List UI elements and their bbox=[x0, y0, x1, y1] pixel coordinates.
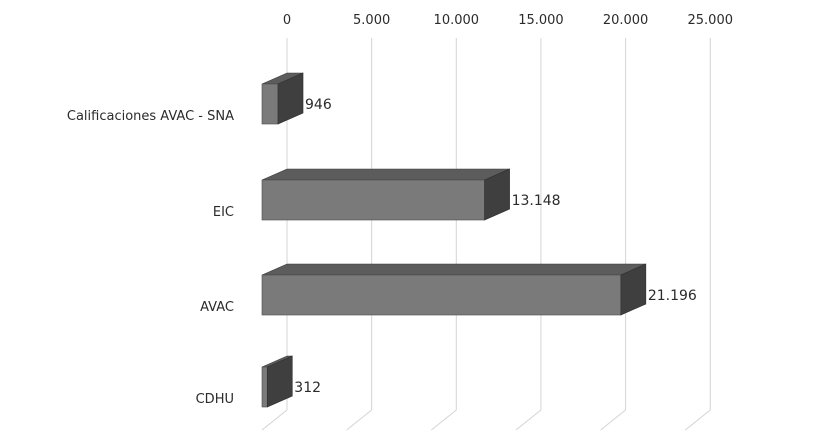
x-tick-label: 10.000 bbox=[434, 13, 480, 28]
category-label: CDHU bbox=[196, 392, 234, 407]
data-label: 312 bbox=[294, 380, 321, 396]
x-axis-ticks: 0 5.000 10.000 15.000 20.000 25.000 bbox=[283, 13, 733, 28]
data-labels: 946 13.148 21.196 312 bbox=[294, 97, 697, 396]
bars bbox=[261, 72, 647, 408]
category-label: EIC bbox=[213, 205, 234, 220]
category-label: AVAC bbox=[200, 300, 234, 315]
x-tick-label: 0 bbox=[283, 13, 291, 28]
gridline-floor bbox=[684, 409, 711, 431]
category-labels: Calificaciones AVAC - SNA EIC AVAC CDHU bbox=[67, 109, 234, 407]
gridline-floor bbox=[515, 409, 542, 431]
bar-front-face bbox=[261, 179, 485, 221]
bar-side-face bbox=[620, 263, 647, 316]
bar-side-face bbox=[484, 168, 510, 221]
data-label: 946 bbox=[305, 97, 332, 113]
data-label: 21.196 bbox=[648, 288, 697, 304]
gridline-floor bbox=[600, 409, 626, 431]
gridline-floor bbox=[346, 409, 372, 431]
bar-front-face bbox=[261, 366, 268, 408]
bar bbox=[261, 263, 647, 316]
x-tick-label: 20.000 bbox=[603, 13, 649, 28]
bar-front-face bbox=[261, 83, 279, 125]
bar-side-face bbox=[266, 355, 293, 408]
gridline-floor bbox=[430, 409, 457, 431]
gridlines bbox=[261, 38, 711, 431]
bar-top-face bbox=[261, 263, 646, 276]
bar-top-face bbox=[261, 168, 510, 181]
category-label: Calificaciones AVAC - SNA bbox=[67, 109, 234, 124]
gridline-floor bbox=[261, 409, 288, 431]
data-label: 13.148 bbox=[512, 193, 561, 209]
bar bbox=[261, 168, 510, 221]
bar bbox=[261, 72, 304, 125]
x-tick-label: 25.000 bbox=[688, 13, 734, 28]
bar-front-face bbox=[261, 274, 622, 316]
x-tick-label: 5.000 bbox=[353, 13, 390, 28]
bar-side-face bbox=[277, 72, 304, 125]
x-tick-label: 15.000 bbox=[518, 13, 564, 28]
bar bbox=[261, 355, 293, 408]
